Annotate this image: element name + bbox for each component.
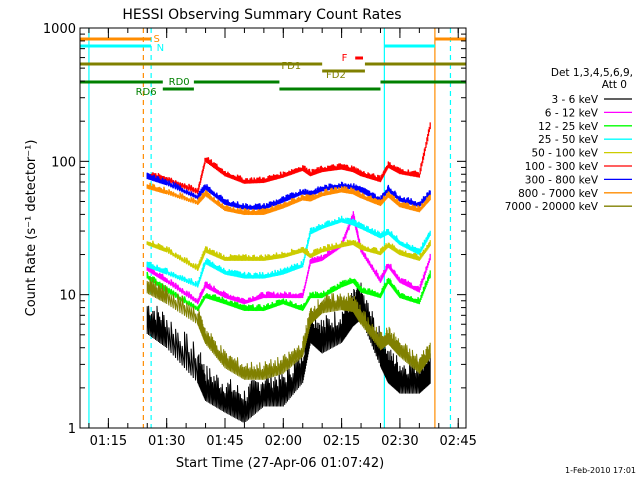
legend-label: 100 - 300 keV xyxy=(525,161,599,173)
x-tick-label: 01:45 xyxy=(206,434,243,449)
series-line xyxy=(146,282,431,424)
footer-timestamp: 1-Feb-2010 17:01 xyxy=(565,466,636,475)
legend-label: 300 - 800 keV xyxy=(525,174,599,186)
flag-label-n: N xyxy=(157,43,164,54)
series-line xyxy=(146,277,431,380)
legend-label: 800 - 7000 keV xyxy=(518,188,599,200)
y-tick-label: 10 xyxy=(59,289,76,304)
plot-area: SN F FD1 FD2 RD0 RD6 xyxy=(80,28,466,428)
x-tick-label: 02:30 xyxy=(381,434,418,449)
y-tick-label: 1 xyxy=(68,422,76,437)
legend-label: 12 - 25 keV xyxy=(538,121,599,133)
flag-label-rd6: RD6 xyxy=(136,87,157,98)
y-axis-label: Count Rate (s⁻¹ detector⁻¹) xyxy=(24,140,39,317)
series-line xyxy=(146,270,431,312)
legend-label: 25 - 50 keV xyxy=(538,134,599,146)
legend-label: 7000 - 20000 keV xyxy=(505,201,599,213)
flag-label-f: F xyxy=(342,53,348,64)
x-tick-label: 02:00 xyxy=(265,434,302,449)
legend-label: 6 - 12 keV xyxy=(545,107,599,119)
legend-label: 50 - 100 keV xyxy=(531,148,598,160)
series-line xyxy=(146,182,431,216)
x-tick-label: 01:30 xyxy=(148,434,185,449)
plot-frame xyxy=(79,27,467,429)
flag-label-fd1: FD1 xyxy=(281,61,301,72)
series-line xyxy=(146,239,431,271)
flag-label-rd0: RD0 xyxy=(169,77,190,88)
x-tick-label: 02:45 xyxy=(439,434,476,449)
y-tick-label: 1000 xyxy=(43,22,76,37)
series-line xyxy=(146,172,431,210)
legend-header: Det 1,3,4,5,6,9, xyxy=(551,67,633,79)
x-tick-label: 02:15 xyxy=(323,434,360,449)
series-line xyxy=(146,122,431,195)
x-tick-label: 01:15 xyxy=(90,434,127,449)
y-tick-label: 100 xyxy=(51,155,76,170)
axes: 1 10 100 1000 01:15 01:30 01:45 02:00 02:15 02:30… xyxy=(43,22,477,449)
chart-title: HESSI Observing Summary Count Rates xyxy=(122,7,401,23)
legend-header: Att 0 xyxy=(602,79,627,91)
legend-label: 3 - 6 keV xyxy=(551,94,598,106)
flag-label-s: S xyxy=(153,34,159,45)
flag-label-fd2: FD2 xyxy=(326,70,346,81)
series-line xyxy=(146,215,431,288)
series-line xyxy=(146,211,431,305)
x-axis-label: Start Time (27-Apr-06 01:07:42) xyxy=(176,456,384,471)
